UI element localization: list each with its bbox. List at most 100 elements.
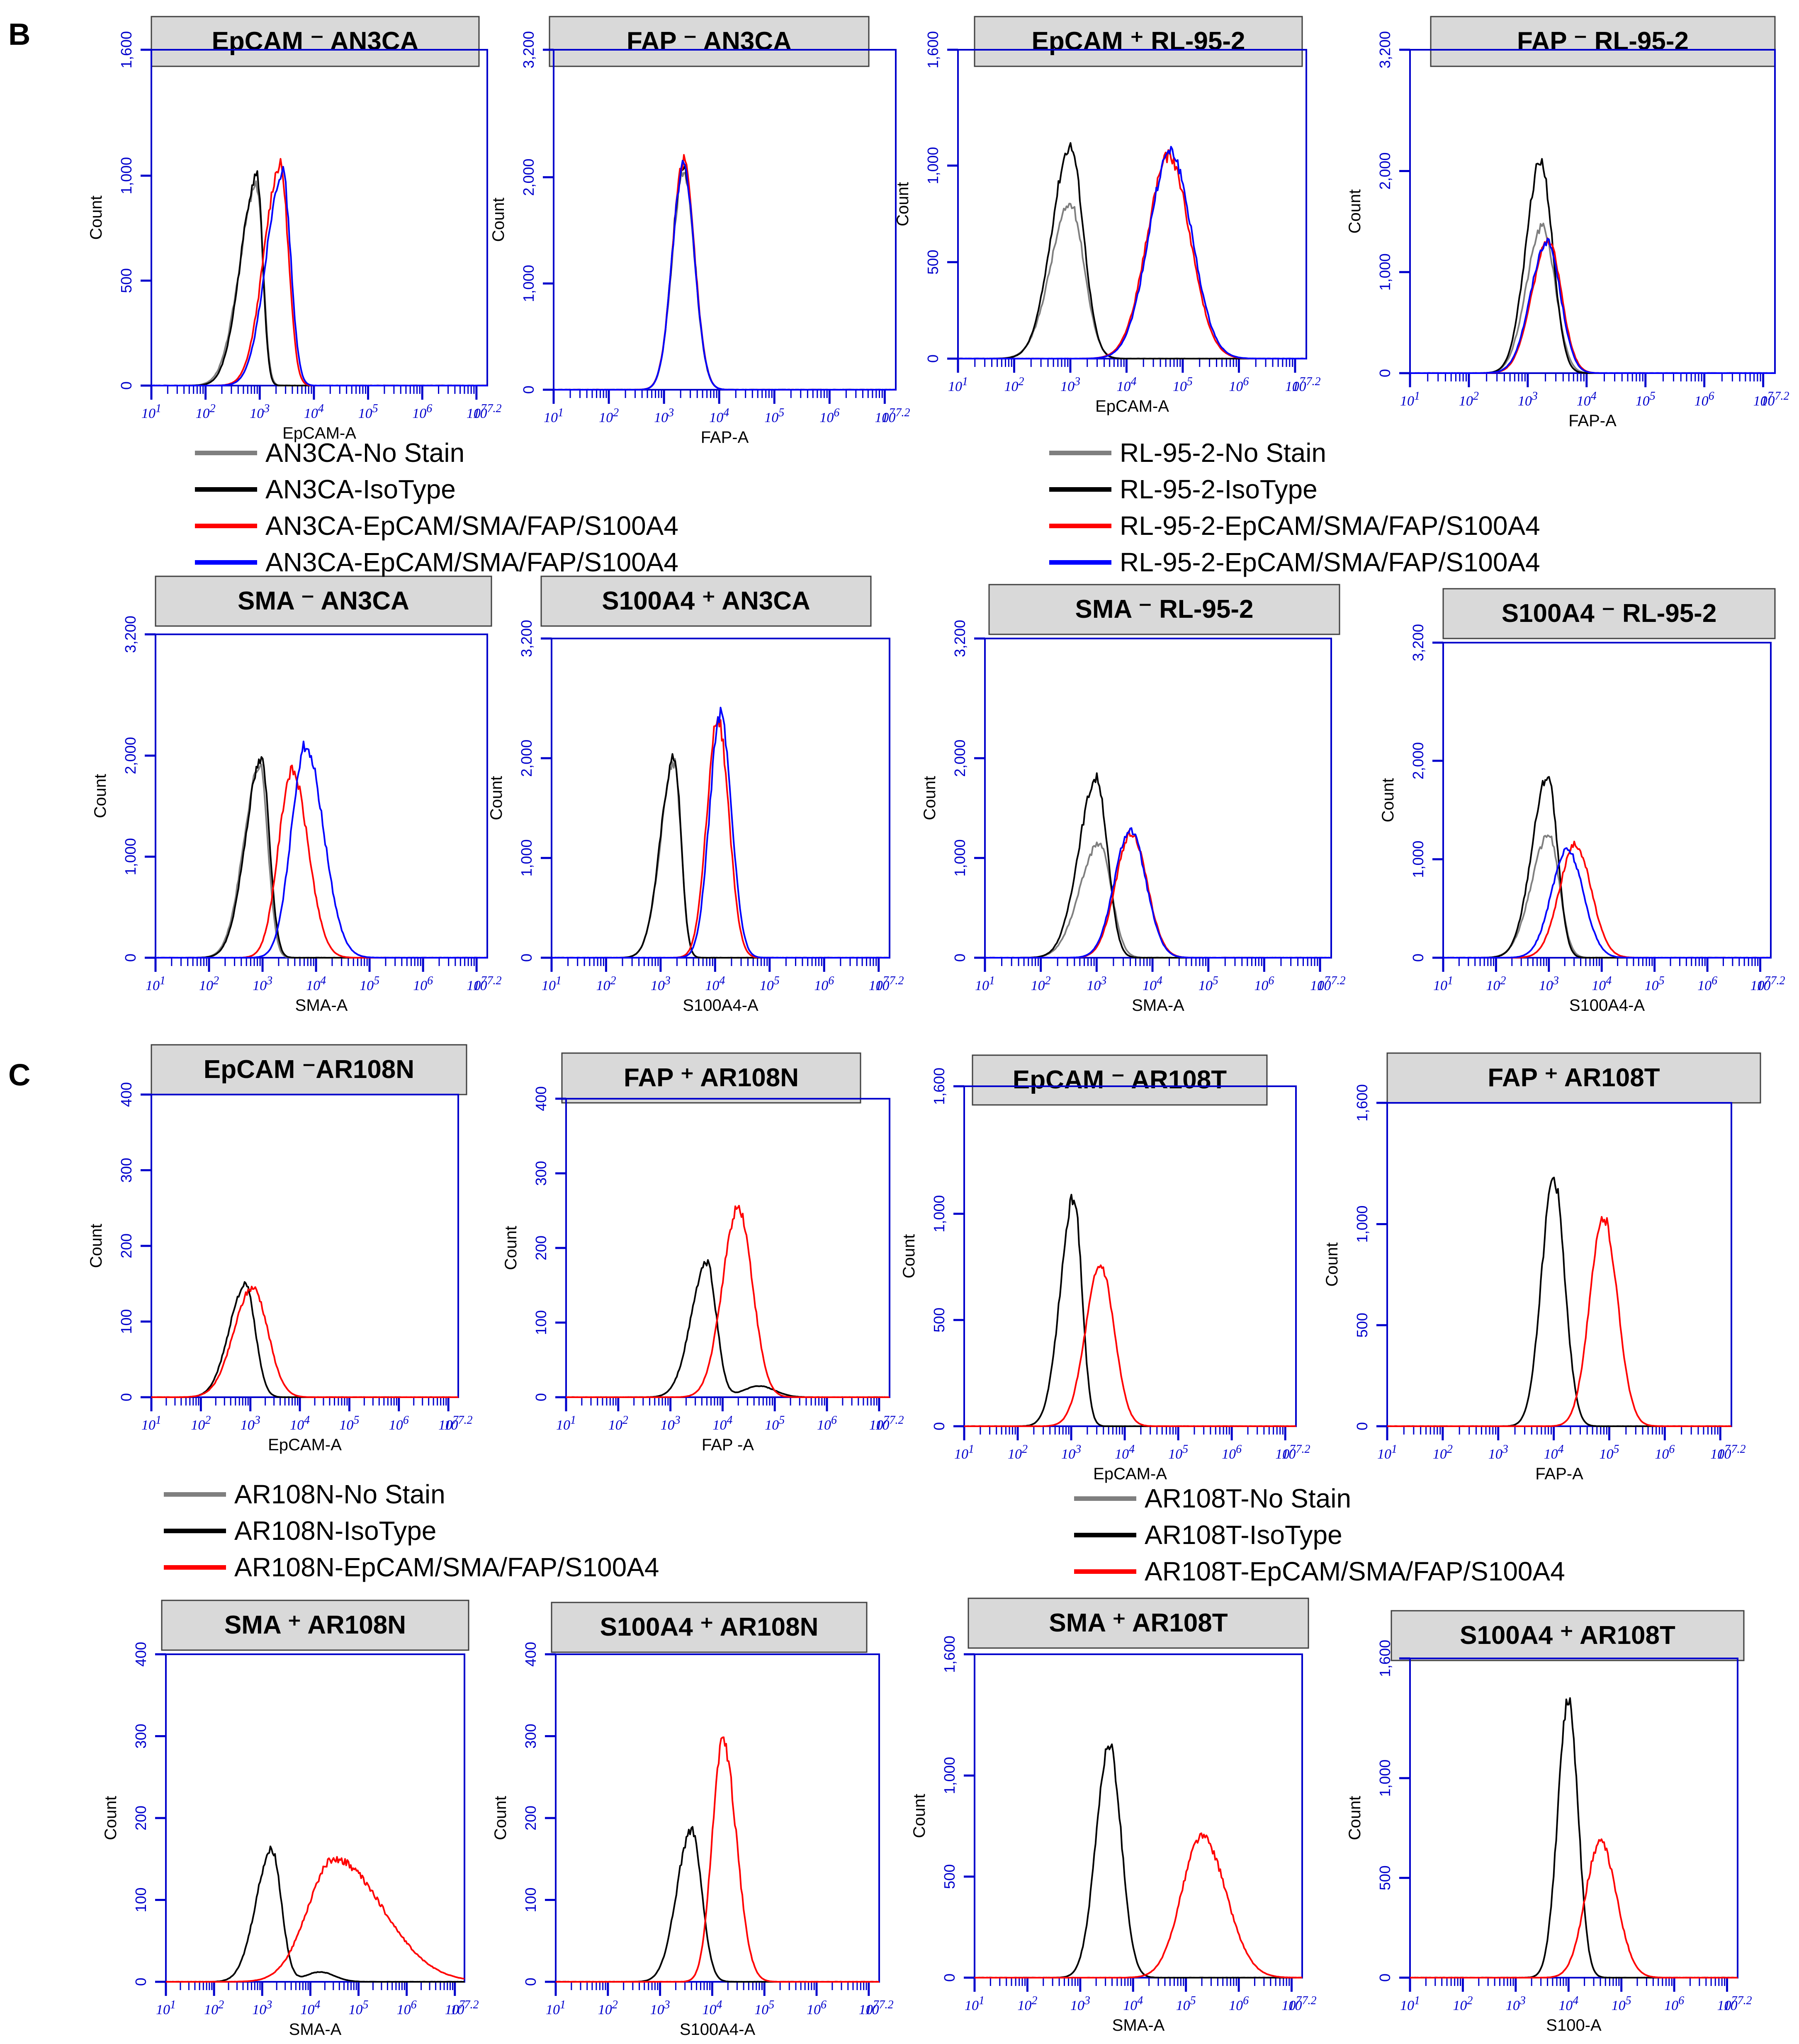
x-tick-label: 102: [596, 974, 616, 993]
x-tick-label: 101: [544, 406, 564, 425]
x-tick-label: 107.2: [1288, 1994, 1317, 2013]
y-axis-label: Count: [1346, 189, 1364, 234]
x-tick-label: 107.2: [473, 974, 502, 993]
legend-swatch: [1074, 1532, 1136, 1537]
x-tick-label: 101: [556, 1414, 576, 1433]
series-line: [985, 841, 1332, 959]
panel-header-box: [968, 1597, 1309, 1649]
x-tick-label: 107.2: [473, 402, 502, 421]
legend-entry: RL-95-2-No Stain: [1049, 435, 1540, 471]
series-line: [1387, 1177, 1732, 1427]
legend-ar108t: AR108T-No Stain AR108T-IsoType AR108T-EpCA…: [1074, 1480, 1565, 1590]
legend-label: AR108N-EpCAM/SMA/FAP/S100A4: [234, 1552, 659, 1582]
x-tick-label: 107.2: [1757, 974, 1785, 993]
x-tick-label: 101: [975, 974, 995, 993]
x-tick-label: 102: [1008, 1443, 1028, 1462]
y-tick-label: 0: [518, 954, 535, 962]
x-tick-label: 103: [1070, 1994, 1090, 2013]
y-tick-label: 500: [924, 250, 941, 274]
y-tick-label: 1,600: [118, 31, 135, 68]
x-tick-label: 107.2: [1724, 1994, 1752, 2013]
panel-header-box: [974, 16, 1303, 67]
legend-entry: AR108T-EpCAM/SMA/FAP/S100A4: [1074, 1553, 1565, 1590]
x-tick-label: 106: [1229, 375, 1249, 394]
series-line: [1410, 1697, 1738, 1978]
y-tick-label: 100: [532, 1310, 549, 1335]
x-tick-label: 103: [1061, 1443, 1081, 1462]
x-tick-label: 104: [306, 974, 326, 993]
x-tick-label: 106: [1694, 390, 1714, 409]
x-axis-label: SMA-A: [295, 996, 348, 1015]
series-line: [1443, 840, 1771, 959]
series-line: [1387, 1216, 1732, 1427]
x-tick-label: 101: [546, 1998, 566, 2017]
y-tick-label: 1,600: [931, 1068, 948, 1105]
x-tick-label: 103: [1087, 974, 1106, 993]
x-tick-label: 105: [358, 402, 378, 421]
y-axis-label: Count: [102, 1796, 120, 1840]
series-line: [553, 154, 896, 391]
x-tick-label: 105: [1199, 974, 1218, 993]
x-tick-label: 102: [1459, 390, 1479, 409]
panel-header-box: [1430, 16, 1776, 67]
x-tick-label: 104: [300, 1998, 320, 2017]
y-tick-label: 2,000: [122, 737, 139, 774]
legend-label: RL-95-2-EpCAM/SMA/FAP/S100A4: [1120, 547, 1540, 577]
panel-title: FAP ⁺ AR108N: [624, 1063, 799, 1092]
x-tick-label: 103: [651, 974, 671, 993]
x-tick-label: 106: [1222, 1443, 1242, 1462]
x-tick-label: 102: [1453, 1994, 1473, 2013]
x-tick-label: 105: [754, 1998, 774, 2017]
series-line: [151, 170, 487, 386]
legend-label: AN3CA-EpCAM/SMA/FAP/S100A4: [265, 547, 678, 577]
y-axis-label: Count: [489, 198, 508, 242]
x-tick-label: 103: [250, 402, 270, 421]
x-tick-label: 104: [712, 1414, 732, 1433]
x-tick-label: 107.2: [1761, 390, 1789, 409]
x-tick-label: 101: [954, 1443, 974, 1462]
y-tick-label: 0: [951, 954, 968, 962]
x-tick-label: 106: [817, 1414, 837, 1433]
x-tick-label: 101: [141, 1414, 161, 1433]
x-tick-label: 106: [1664, 1994, 1684, 2013]
y-tick-label: 2,000: [520, 158, 537, 196]
x-tick-label: 104: [1544, 1443, 1564, 1462]
x-tick-label: 101: [141, 402, 161, 421]
series-line: [551, 753, 890, 959]
x-tick-label: 101: [948, 375, 968, 394]
x-tick-label: 106: [1229, 1994, 1249, 2013]
y-axis-label: Count: [1379, 778, 1397, 823]
x-tick-label: 105: [360, 974, 379, 993]
y-tick-label: 400: [118, 1082, 135, 1107]
section-label-c: C: [8, 1058, 31, 1092]
series-line: [974, 1743, 1303, 1978]
panel-header-box: [161, 1600, 469, 1651]
x-tick-label: 105: [349, 1998, 369, 2017]
legend-an3ca: AN3CA-No Stain AN3CA-IsoType AN3CA-EpCAM/S…: [195, 435, 678, 580]
x-axis-label: S100A4-A: [683, 996, 758, 1015]
x-tick-label: 107.2: [1292, 375, 1321, 394]
panel-title: FAP ⁻ AN3CA: [627, 27, 792, 56]
series-line: [1410, 158, 1775, 374]
x-tick-label: 101: [1400, 1994, 1420, 2013]
panel-title: S100A4 ⁺ AR108N: [600, 1613, 819, 1641]
y-tick-label: 0: [941, 1974, 958, 1982]
y-tick-label: 1,000: [951, 839, 968, 876]
y-tick-label: 0: [532, 1393, 549, 1401]
x-tick-label: 102: [196, 402, 216, 421]
y-tick-label: 200: [118, 1233, 135, 1258]
y-tick-label: 2,000: [518, 740, 535, 777]
y-tick-label: 500: [1376, 1865, 1393, 1890]
y-tick-label: 500: [931, 1308, 948, 1333]
y-tick-label: 100: [522, 1887, 539, 1912]
x-axis-label: FAP-A: [1568, 412, 1617, 430]
panel-header-box: [1442, 588, 1776, 639]
x-tick-label: 101: [1377, 1443, 1397, 1462]
legend-entry: AN3CA-No Stain: [195, 435, 678, 471]
x-axis-label: EpCAM-A: [282, 424, 356, 442]
series-line: [156, 763, 488, 959]
x-tick-label: 106: [1254, 974, 1274, 993]
